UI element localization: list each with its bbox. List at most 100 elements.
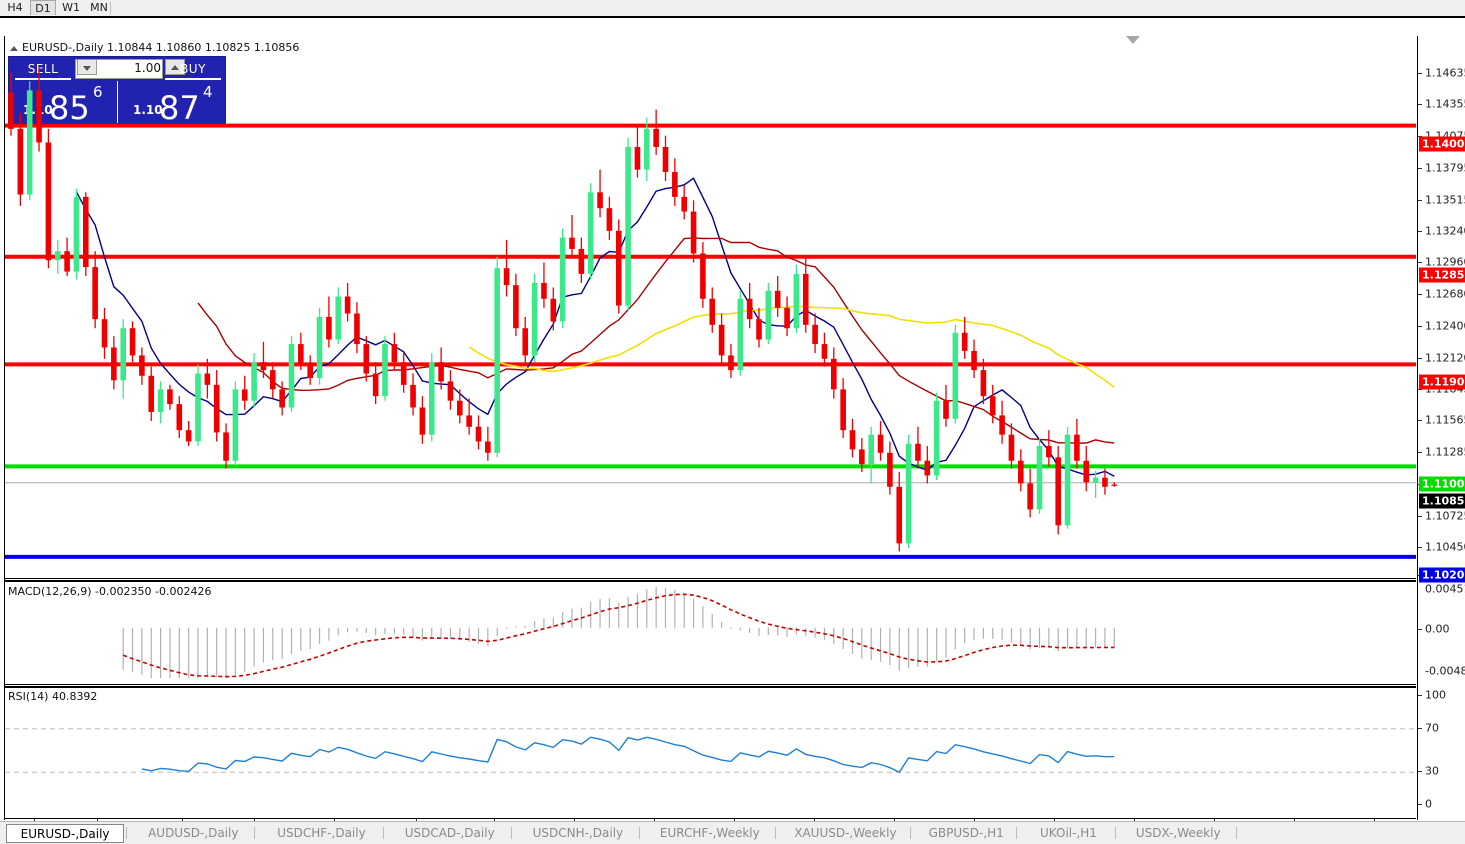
price-tick-label: 1.10725 — [1425, 509, 1465, 523]
pane-divider — [4, 684, 1416, 685]
price-chart-pane[interactable] — [5, 36, 1416, 574]
symbol-tab-bar[interactable]: EURUSD-,Daily AUDUSD-,Daily USDCHF-,Daily U… — [0, 821, 1465, 844]
tab-divider — [774, 827, 776, 839]
price-tick — [1418, 294, 1422, 296]
price-tick — [1418, 262, 1422, 264]
volume-decrease-button[interactable] — [77, 59, 97, 75]
chart-window: EURUSD-,Daily 1.10844 1.10860 1.10825 1.… — [0, 16, 1465, 835]
rsi-tick-label: 100 — [1425, 688, 1446, 702]
tab-divider — [254, 827, 256, 839]
symbol-tab-ukoilh1[interactable]: UKOil-,H1 — [1040, 826, 1097, 840]
price-tick — [1418, 199, 1422, 201]
chart-plot-border — [4, 36, 1416, 820]
pane-divider — [4, 578, 1416, 579]
price-tick-label: 1.12120 — [1425, 351, 1465, 365]
tab-divider — [639, 827, 640, 839]
symbol-tab-usdcnhdaily[interactable]: USDCNH-,Daily — [532, 826, 624, 840]
price-tick — [1418, 546, 1422, 548]
tab-divider — [510, 827, 512, 839]
macd-tick-label: -0.004806 — [1425, 664, 1465, 678]
price-tick — [1418, 230, 1422, 232]
price-tick — [1418, 452, 1422, 454]
rsi-tick — [1418, 771, 1422, 773]
price-tick — [1418, 72, 1422, 74]
tab-divider — [126, 827, 128, 839]
macd-tick-label: 0.004517 — [1425, 582, 1465, 596]
timeframe-mn[interactable]: MN — [90, 1, 108, 14]
toolbar-divider — [110, 2, 111, 14]
price-tick-label: 1.13240 — [1425, 224, 1465, 238]
price-tick — [1418, 325, 1422, 327]
rsi-tick — [1418, 804, 1422, 805]
tab-divider — [910, 827, 912, 839]
price-level-badge-support-green[interactable]: 1.11000 — [1419, 476, 1465, 492]
rsi-tick-label: 70 — [1425, 721, 1439, 735]
tab-divider — [382, 827, 384, 839]
sell-price-pips: 85 — [49, 89, 90, 127]
timeframe-toolbar: H4 D1 W1 MN — [0, 0, 1465, 17]
price-tick-label: 1.12960 — [1425, 255, 1465, 269]
buy-price-quote[interactable]: 1.10 87 4 — [119, 81, 227, 127]
tab-divider — [1016, 827, 1018, 839]
rsi-tick-label: 30 — [1425, 764, 1439, 778]
price-tick-label: 1.13795 — [1425, 161, 1465, 175]
tab-divider — [1235, 827, 1237, 839]
chart-symbol-header: EURUSD-,Daily 1.10844 1.10860 1.10825 1.… — [10, 41, 299, 54]
price-tick — [1418, 167, 1422, 169]
timeframe-d1[interactable]: D1 — [30, 0, 56, 15]
buy-price-fraction: 4 — [203, 83, 213, 101]
collapse-triangle-icon[interactable] — [10, 45, 18, 51]
trade-controls-row: SELL 1.00 BUY — [9, 57, 227, 81]
price-tick-label: 1.14355 — [1425, 97, 1465, 111]
price-level-badge-current-price[interactable]: 1.10856 — [1419, 493, 1465, 509]
symbol-tab-usdchfdaily[interactable]: USDCHF-,Daily — [277, 826, 366, 840]
buy-price-pips: 87 — [159, 89, 200, 127]
price-tick-label: 1.12680 — [1425, 287, 1465, 301]
chevron-up-icon — [171, 65, 179, 70]
price-level-badge-support-blue[interactable]: 1.10201 — [1419, 567, 1465, 583]
symbol-tab-gbpusdh1[interactable]: GBPUSD-,H1 — [928, 826, 1004, 840]
price-scale[interactable]: 1.146351.143551.140751.137951.135151.132… — [1417, 36, 1465, 820]
price-tick-label: 1.11565 — [1425, 413, 1465, 427]
rsi-pane[interactable] — [5, 687, 1416, 818]
macd-indicator-label: MACD(12,26,9) -0.002350 -0.002426 — [8, 585, 212, 598]
rsi-tick-label: 0 — [1425, 797, 1432, 811]
volume-value: 1.00 — [134, 61, 161, 75]
symbol-tab-usdcaddaily[interactable]: USDCAD-,Daily — [404, 826, 495, 840]
price-tick — [1418, 357, 1422, 359]
timeframe-h4[interactable]: H4 — [7, 1, 23, 14]
price-tick-label: 1.11285 — [1425, 445, 1465, 459]
symbol-tab-audusddaily[interactable]: AUDUSD-,Daily — [148, 826, 239, 840]
symbol-tab-eurusddaily[interactable]: EURUSD-,Daily — [6, 824, 125, 843]
macd-tick-label: 0.00 — [1425, 622, 1450, 636]
scroll-anchor-icon[interactable] — [1126, 36, 1140, 44]
price-tick — [1418, 420, 1422, 422]
price-tick-label: 1.14635 — [1425, 66, 1465, 80]
tab-divider — [1114, 827, 1116, 839]
buy-price-prefix: 1.10 — [133, 103, 163, 117]
price-level-badge-resistance-1[interactable]: 1.14009 — [1419, 136, 1465, 152]
volume-increase-button[interactable] — [165, 59, 185, 75]
symbol-tab-xauusdweekly[interactable]: XAUUSD-,Weekly — [794, 826, 897, 840]
macd-tick — [1418, 628, 1422, 630]
chevron-down-icon — [83, 66, 91, 71]
price-tick — [1418, 515, 1422, 517]
macd-pane[interactable] — [5, 581, 1416, 679]
buy-button[interactable]: BUY — [165, 60, 221, 80]
rsi-indicator-label: RSI(14) 40.8392 — [8, 690, 98, 703]
pane-divider — [4, 686, 1416, 687]
price-tick — [1418, 104, 1422, 106]
symbol-tab-eurchfweekly[interactable]: EURCHF-,Weekly — [659, 826, 760, 840]
rsi-tick — [1418, 695, 1422, 696]
sell-price-fraction: 6 — [93, 83, 103, 101]
rsi-tick — [1418, 727, 1422, 729]
timeframe-w1[interactable]: W1 — [62, 1, 80, 14]
volume-input[interactable] — [75, 59, 163, 79]
sell-button[interactable]: SELL — [15, 60, 71, 80]
pane-divider — [4, 580, 1416, 581]
symbol-tab-usdxweekly[interactable]: USDX-,Weekly — [1135, 826, 1221, 840]
price-tick-label: 1.12400 — [1425, 319, 1465, 333]
